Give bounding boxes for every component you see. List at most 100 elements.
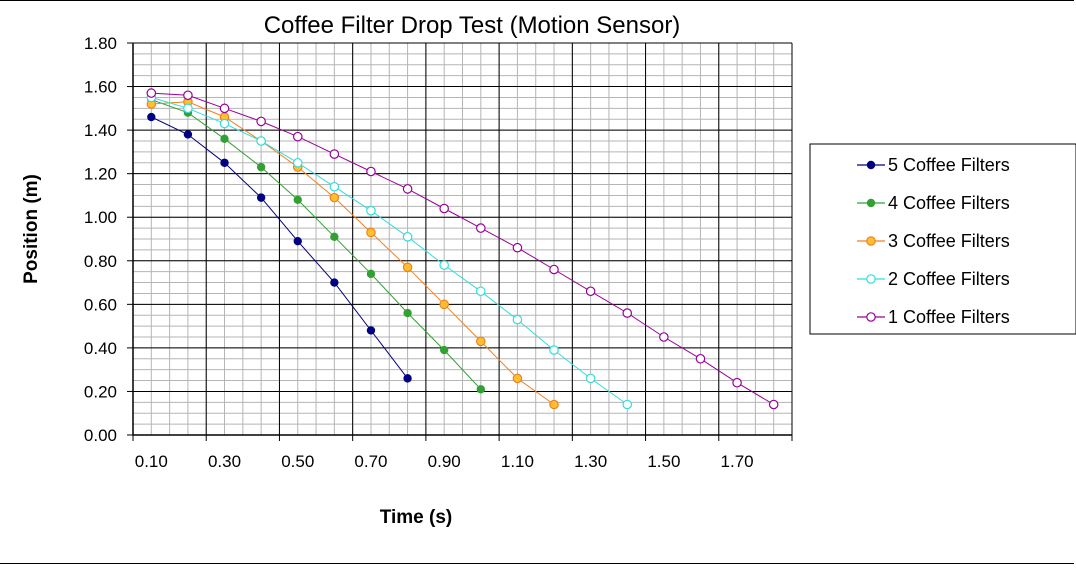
x-tick-label: 0.70 [354, 452, 387, 471]
data-point [183, 130, 193, 139]
data-point [292, 157, 303, 168]
data-point [146, 88, 157, 98]
data-point [293, 236, 302, 246]
legend-marker [866, 160, 876, 170]
series-line [151, 92, 774, 405]
data-point [622, 308, 633, 318]
data-point [366, 205, 376, 216]
legend: 5 Coffee Filters 4 Coffee Filters 3 Coffee… [809, 143, 1076, 335]
data-point [439, 260, 449, 270]
series-4 [146, 92, 633, 410]
data-point [329, 192, 340, 203]
data-point [549, 399, 559, 410]
data-point [402, 184, 413, 194]
legend-marker [866, 274, 876, 284]
data-point [585, 286, 596, 297]
y-tick-label: 0.60 [84, 295, 117, 314]
legend-label: 2 Coffee Filters [888, 269, 1010, 289]
major-gridlines [132, 42, 793, 436]
data-point [256, 116, 266, 127]
y-axis-title: Position (m) [21, 174, 42, 284]
data-point [476, 286, 486, 297]
axes [127, 42, 793, 441]
x-tick-label: 1.30 [574, 452, 607, 471]
x-tick-label: 1.50 [647, 452, 680, 471]
legend-item: 2 Coffee Filters [857, 269, 1010, 289]
data-point [476, 385, 486, 394]
data-point [549, 264, 559, 275]
legend-box [809, 143, 1076, 335]
y-tick-label: 0.40 [84, 339, 117, 358]
data-point [329, 181, 340, 192]
data-point [439, 345, 449, 355]
data-point [366, 269, 376, 279]
x-tick-labels: 0.10 0.30 0.50 0.70 0.90 1.10 1.30 1.50 1.70 [135, 452, 754, 471]
data-point [366, 227, 376, 238]
data-point [768, 399, 779, 410]
legend-items: 5 Coffee Filters 4 Coffee Filters 3 Coffee… [857, 155, 1010, 327]
data-point [366, 326, 376, 335]
y-tick-label: 1.60 [84, 78, 117, 97]
y-tick-label: 1.00 [84, 208, 117, 227]
data-point [330, 232, 339, 242]
data-point [659, 332, 669, 342]
x-tick-label: 0.10 [135, 452, 168, 471]
data-point [476, 336, 486, 347]
data-point [512, 314, 523, 325]
data-point [219, 103, 230, 114]
data-point [220, 158, 229, 167]
data-point [293, 195, 302, 204]
x-tick-label: 0.90 [428, 452, 461, 471]
series-layer [146, 88, 779, 410]
data-point [292, 131, 303, 142]
series-line [151, 96, 628, 405]
legend-marker [866, 312, 876, 322]
x-axis-title: Time (s) [380, 507, 453, 528]
data-point [732, 377, 742, 388]
y-tick-label: 1.40 [84, 121, 117, 140]
legend-label: 1 Coffee Filters [888, 307, 1010, 327]
x-tick-label: 0.50 [281, 452, 314, 471]
data-point [220, 134, 229, 144]
data-point [219, 118, 230, 129]
legend-label: 4 Coffee Filters [888, 193, 1010, 213]
data-point [695, 353, 706, 364]
data-point [439, 203, 449, 214]
chart-title: Coffee Filter Drop Test (Motion Sensor) [264, 12, 681, 39]
y-tick-label: 1.20 [84, 165, 117, 184]
legend-label: 5 Coffee Filters [888, 155, 1010, 175]
data-point [366, 166, 376, 177]
x-tick-label: 0.30 [208, 452, 241, 471]
data-point [402, 262, 413, 273]
data-point [403, 308, 412, 318]
data-point [512, 242, 523, 253]
data-point [622, 399, 633, 410]
y-tick-labels: 0.00 0.20 0.40 0.60 0.80 1.00 1.20 1.40 1.60 1.80 [84, 34, 117, 445]
series-line [151, 99, 482, 390]
data-point [403, 374, 412, 383]
data-point [512, 373, 523, 384]
y-tick-label: 0.20 [84, 382, 117, 401]
legend-item: 4 Coffee Filters [857, 193, 1010, 213]
data-point [256, 136, 266, 146]
legend-item: 3 Coffee Filters [857, 231, 1010, 251]
data-point [183, 103, 193, 114]
data-point [256, 162, 266, 172]
data-point [439, 299, 449, 310]
legend-item: 1 Coffee Filters [857, 307, 1010, 327]
series-1 [147, 112, 412, 383]
y-tick-label: 1.80 [84, 34, 117, 53]
data-point [329, 149, 340, 159]
data-point [402, 232, 413, 242]
legend-item: 5 Coffee Filters [857, 155, 1010, 175]
series-5 [146, 88, 779, 410]
data-point [585, 373, 596, 384]
x-tick-label: 1.70 [721, 452, 754, 471]
data-point [330, 278, 339, 287]
y-tick-label: 0.00 [84, 426, 117, 445]
legend-marker [866, 198, 876, 208]
data-point [549, 345, 559, 355]
data-point [476, 223, 486, 233]
